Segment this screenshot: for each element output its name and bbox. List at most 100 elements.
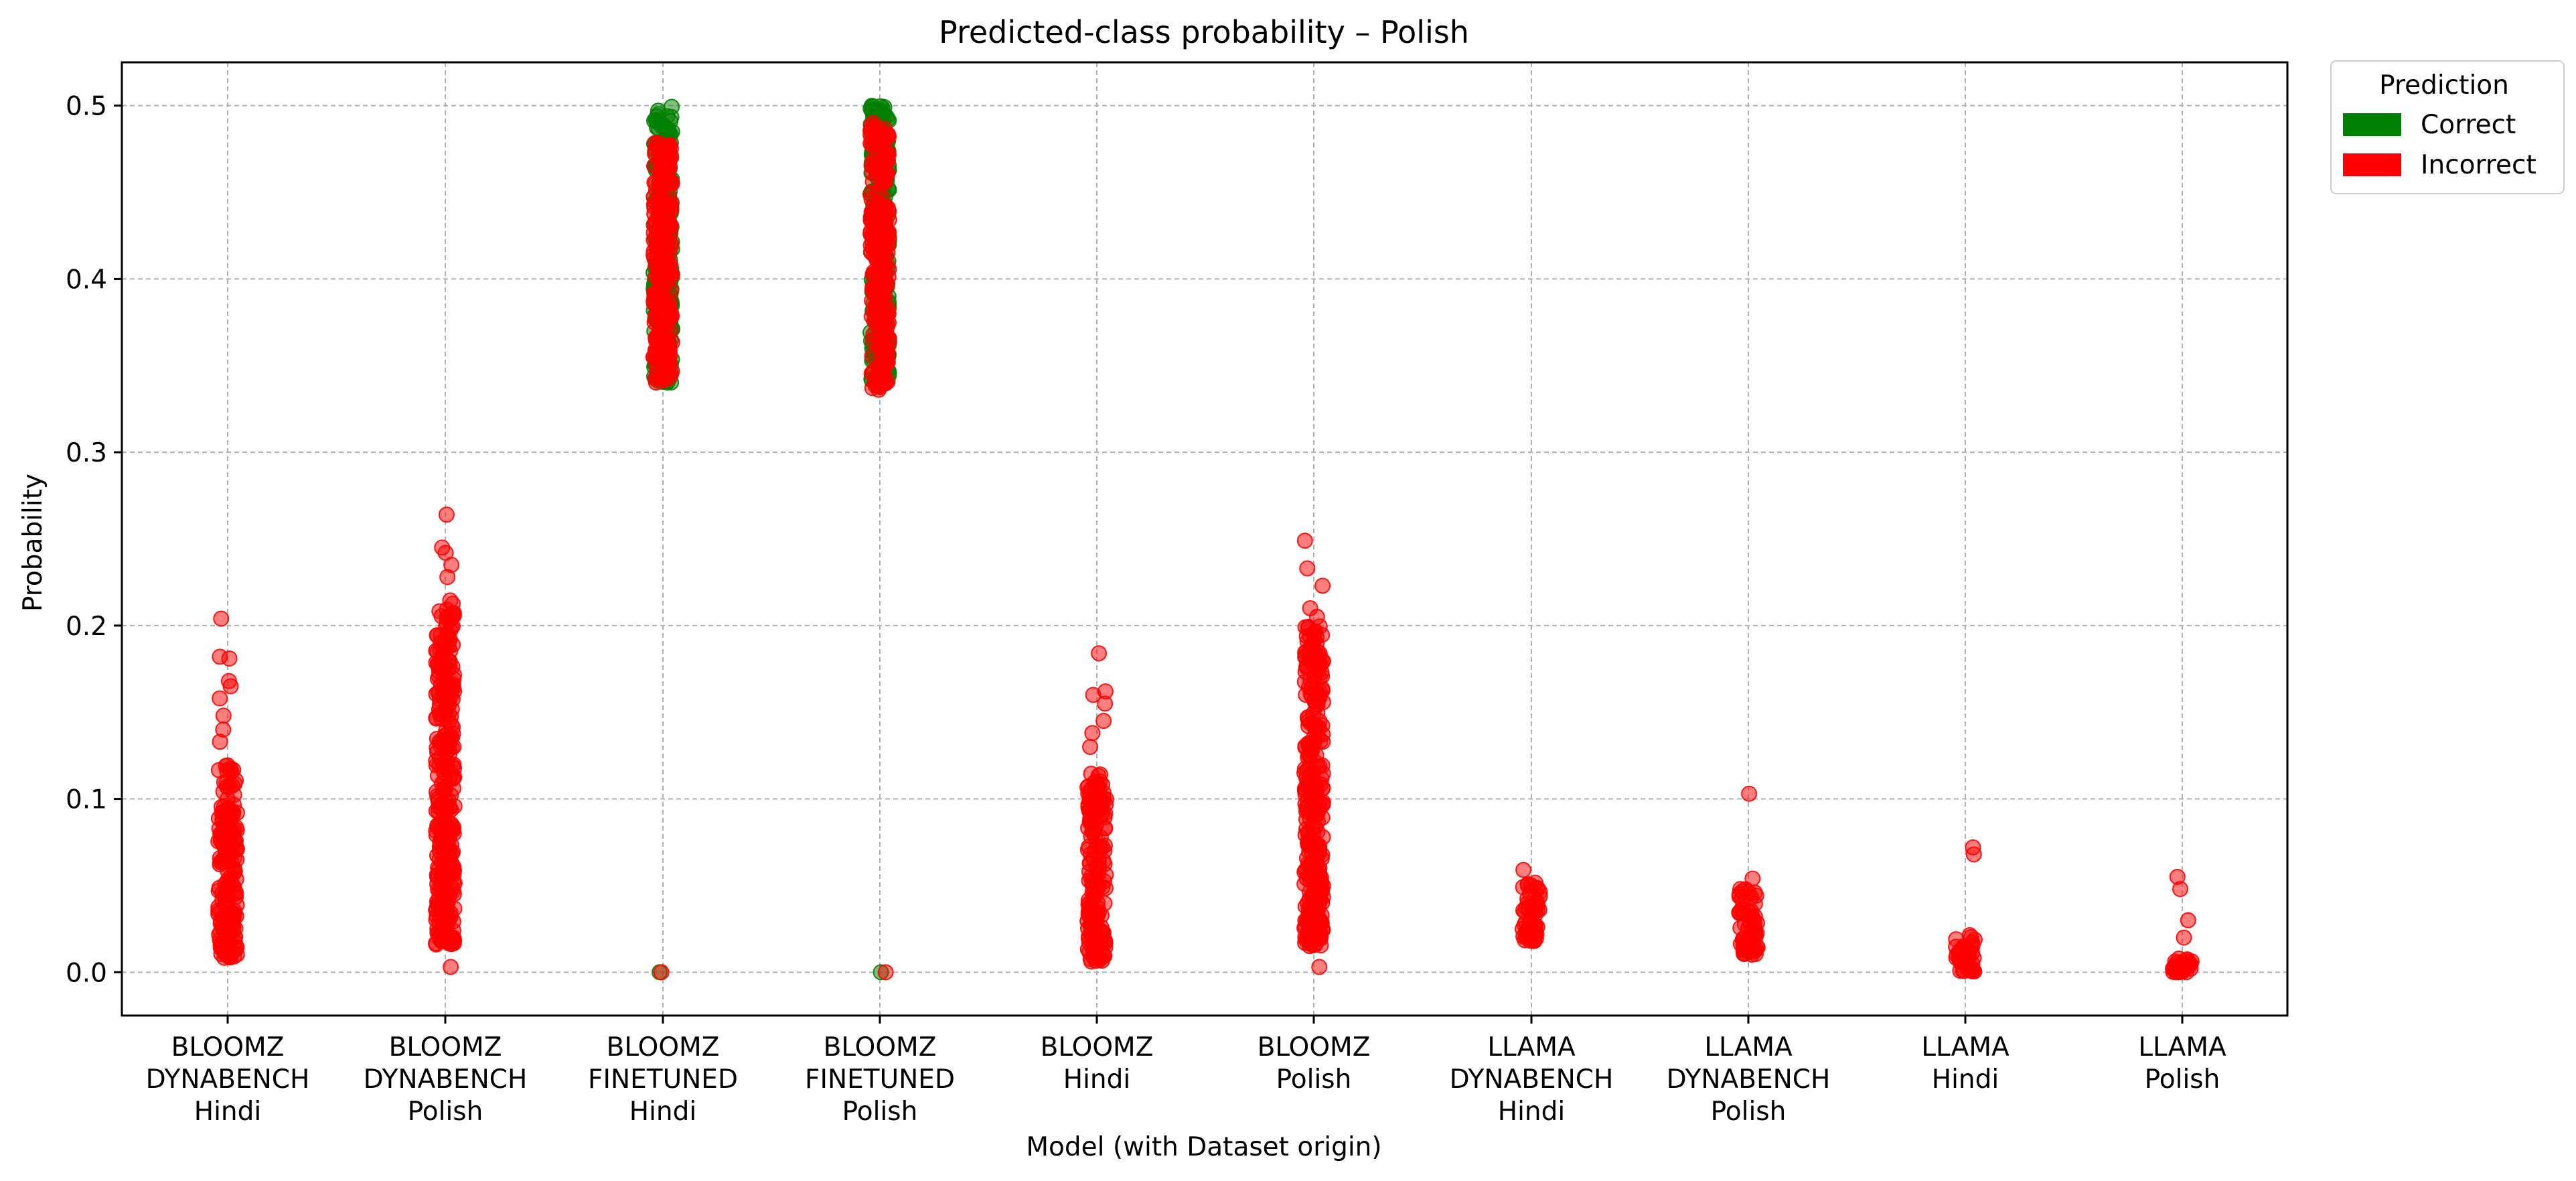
incorrect-outlier-point bbox=[1311, 959, 1328, 975]
chart-title: Predicted-class probability – Polish bbox=[939, 14, 1469, 50]
incorrect-point bbox=[1955, 962, 1971, 979]
x-tick-label: LLAMA DYNABENCH Hindi bbox=[1450, 1032, 1614, 1127]
incorrect-point bbox=[431, 843, 448, 860]
incorrect-point bbox=[1529, 894, 1546, 911]
incorrect-point bbox=[1306, 624, 1322, 640]
incorrect-point bbox=[868, 120, 885, 137]
incorrect-point bbox=[872, 375, 889, 392]
data-points bbox=[210, 97, 2200, 981]
incorrect-point bbox=[438, 681, 455, 698]
incorrect-point bbox=[439, 628, 456, 644]
incorrect-point bbox=[1302, 910, 1318, 926]
incorrect-outlier-point bbox=[2180, 912, 2196, 928]
incorrect-point bbox=[213, 936, 230, 953]
incorrect-outlier-point bbox=[1082, 738, 1099, 755]
incorrect-point bbox=[220, 862, 236, 879]
incorrect-point bbox=[1961, 927, 1978, 944]
incorrect-outlier-point bbox=[1744, 870, 1761, 887]
incorrect-point bbox=[211, 820, 228, 837]
incorrect-point bbox=[1314, 878, 1331, 894]
incorrect-point bbox=[435, 889, 451, 906]
incorrect-point bbox=[864, 163, 881, 180]
incorrect-point bbox=[1297, 649, 1314, 666]
legend-swatch-incorrect bbox=[2343, 153, 2401, 176]
incorrect-point bbox=[440, 825, 457, 841]
incorrect-outlier-point bbox=[438, 506, 455, 523]
x-tick-label: BLOOMZ Hindi bbox=[1041, 1032, 1154, 1095]
incorrect-point bbox=[1093, 796, 1110, 813]
incorrect-outlier-point bbox=[212, 690, 228, 707]
incorrect-point bbox=[658, 159, 674, 176]
incorrect-outlier-point bbox=[439, 569, 456, 585]
incorrect-outlier-point bbox=[222, 678, 239, 695]
x-tick-label: LLAMA Polish bbox=[2138, 1032, 2226, 1095]
grid-lines bbox=[122, 62, 2287, 1016]
incorrect-point bbox=[438, 614, 455, 631]
incorrect-point bbox=[218, 758, 234, 774]
x-tick-label: LLAMA DYNABENCH Polish bbox=[1667, 1032, 1831, 1127]
incorrect-point bbox=[1092, 766, 1109, 783]
y-tick-label: 0.3 bbox=[66, 438, 107, 468]
incorrect-point bbox=[1093, 923, 1110, 940]
incorrect-point bbox=[662, 322, 678, 339]
correct-point bbox=[650, 120, 667, 137]
incorrect-outlier-point bbox=[2172, 881, 2188, 898]
incorrect-outlier-point bbox=[1091, 645, 1108, 662]
incorrect-point bbox=[1081, 838, 1097, 855]
legend-label-incorrect: Incorrect bbox=[2421, 150, 2536, 180]
incorrect-point bbox=[215, 836, 232, 853]
incorrect-point bbox=[1311, 719, 1328, 736]
correct-point bbox=[664, 98, 680, 115]
incorrect-point bbox=[1085, 912, 1102, 928]
incorrect-outlier-point bbox=[1084, 725, 1101, 742]
incorrect-outlier-point bbox=[1965, 846, 1982, 863]
x-tick-label: BLOOMZ FINETUNED Hindi bbox=[588, 1032, 738, 1127]
incorrect-point bbox=[1086, 821, 1103, 838]
y-axis-label: Probability bbox=[18, 474, 48, 612]
incorrect-outlier-point bbox=[443, 959, 459, 975]
incorrect-outlier-point bbox=[213, 610, 230, 627]
incorrect-point bbox=[1744, 941, 1761, 957]
incorrect-point bbox=[869, 134, 886, 151]
x-axis-ticks: BLOOMZ DYNABENCH Hindi BLOOMZ DYNABENCH Polis… bbox=[146, 1016, 2226, 1127]
incorrect-point bbox=[881, 224, 897, 240]
incorrect-outlier-point bbox=[212, 734, 228, 750]
incorrect-outlier-point bbox=[1095, 713, 1112, 730]
incorrect-point bbox=[654, 196, 671, 213]
incorrect-point bbox=[1744, 921, 1761, 938]
incorrect-point bbox=[218, 774, 235, 790]
incorrect-point bbox=[648, 374, 664, 391]
incorrect-point bbox=[2179, 951, 2196, 968]
incorrect-point bbox=[877, 310, 894, 327]
incorrect-point bbox=[445, 866, 462, 883]
y-tick-label: 0.1 bbox=[66, 785, 107, 815]
incorrect-point bbox=[226, 948, 242, 965]
incorrect-point bbox=[440, 736, 457, 753]
incorrect-outlier-point bbox=[1097, 695, 1114, 712]
y-tick-label: 0.4 bbox=[66, 265, 107, 295]
incorrect-point bbox=[1949, 947, 1965, 963]
incorrect-point bbox=[862, 237, 879, 254]
incorrect-outlier-point bbox=[1296, 533, 1313, 549]
incorrect-outlier-point bbox=[215, 707, 232, 724]
incorrect-point bbox=[1080, 892, 1097, 908]
incorrect-point bbox=[428, 752, 445, 769]
incorrect-outlier-point bbox=[1299, 560, 1316, 577]
x-tick-label: BLOOMZ DYNABENCH Polish bbox=[364, 1032, 528, 1127]
incorrect-point bbox=[875, 358, 892, 375]
incorrect-point bbox=[1296, 673, 1313, 690]
incorrect-point bbox=[870, 184, 887, 200]
legend-swatch-correct bbox=[2343, 113, 2401, 136]
y-tick-label: 0.2 bbox=[66, 612, 107, 642]
incorrect-point bbox=[866, 302, 883, 319]
incorrect-point bbox=[1314, 757, 1331, 774]
incorrect-point bbox=[1296, 863, 1313, 880]
y-tick-label: 0.0 bbox=[66, 958, 107, 988]
incorrect-point bbox=[1523, 921, 1539, 938]
legend: Prediction Correct Incorrect bbox=[2330, 60, 2565, 194]
incorrect-point bbox=[1095, 945, 1112, 962]
x-tick-label: BLOOMZ Polish bbox=[1258, 1032, 1371, 1095]
incorrect-point bbox=[1085, 870, 1102, 887]
incorrect-point bbox=[1298, 799, 1315, 816]
